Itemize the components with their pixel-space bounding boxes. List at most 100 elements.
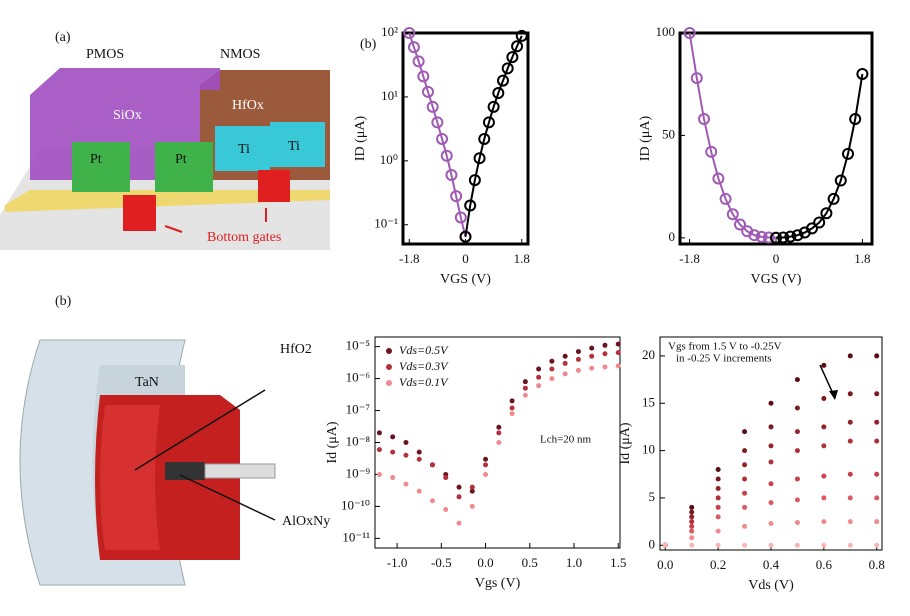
x-tick-label: 0.0 bbox=[657, 557, 673, 572]
data-point bbox=[827, 192, 840, 205]
x-tick-label: -0.5 bbox=[431, 555, 452, 570]
data-point bbox=[742, 523, 748, 529]
data-point bbox=[794, 448, 800, 454]
data-point bbox=[842, 147, 854, 160]
y-tick-label: 15 bbox=[642, 394, 655, 409]
data-point bbox=[768, 459, 774, 465]
data-point bbox=[497, 74, 509, 87]
data-point bbox=[794, 497, 800, 503]
data-point bbox=[777, 231, 790, 244]
data-point bbox=[445, 169, 458, 182]
bottom-gate bbox=[123, 195, 156, 231]
data-point bbox=[742, 448, 748, 454]
data-point bbox=[689, 504, 695, 510]
y-tick-label: 20 bbox=[642, 347, 655, 362]
y-axis-label: ID (μA) bbox=[638, 116, 653, 162]
data-point bbox=[407, 41, 420, 54]
data-point bbox=[742, 542, 748, 548]
y-tick-label: 10 bbox=[642, 442, 655, 457]
data-point bbox=[874, 519, 880, 525]
data-point bbox=[856, 67, 869, 80]
pointer bbox=[179, 474, 276, 521]
x-axis-label: VGS (V) bbox=[751, 272, 802, 287]
data-point bbox=[715, 467, 721, 473]
data-point bbox=[770, 231, 782, 244]
data-point bbox=[589, 345, 595, 351]
data-point bbox=[429, 498, 435, 504]
data-point bbox=[748, 229, 761, 242]
data-point bbox=[689, 514, 695, 520]
data-point bbox=[403, 481, 409, 487]
y-tick-label: 10⁻¹¹ bbox=[342, 529, 370, 544]
panel-label: (b) bbox=[55, 294, 72, 309]
y-tick-label: 10¹ bbox=[381, 88, 398, 103]
series-line bbox=[775, 73, 864, 239]
data-point bbox=[522, 379, 528, 385]
data-point bbox=[794, 377, 800, 383]
data-point bbox=[794, 476, 800, 482]
data-point bbox=[715, 528, 721, 534]
x-tick-label: 0.6 bbox=[816, 557, 833, 572]
data-point bbox=[615, 363, 621, 369]
contact bbox=[155, 142, 213, 192]
data-point bbox=[689, 528, 695, 534]
data-point bbox=[459, 230, 472, 243]
x-tick-label: 0.8 bbox=[869, 557, 885, 572]
data-point bbox=[768, 400, 774, 406]
data-point bbox=[768, 542, 774, 548]
channel bbox=[204, 463, 276, 479]
data-point bbox=[847, 438, 853, 444]
data-point bbox=[422, 85, 434, 98]
data-point bbox=[742, 476, 748, 482]
data-point bbox=[417, 70, 430, 83]
y-axis-label: Id (μA) bbox=[325, 421, 340, 463]
y-tick-label: 50 bbox=[662, 126, 675, 141]
data-point bbox=[874, 471, 880, 477]
data-point bbox=[726, 208, 739, 221]
data-point bbox=[429, 462, 435, 468]
data-point bbox=[473, 152, 486, 165]
data-point bbox=[469, 484, 475, 490]
data-point bbox=[806, 222, 818, 235]
x-tick-label: 0.0 bbox=[477, 555, 493, 570]
data-point bbox=[847, 419, 853, 425]
data-point bbox=[450, 190, 463, 203]
y-tick-label: 10⁻⁶ bbox=[346, 370, 370, 385]
annotation: Lch=20 nm bbox=[540, 434, 592, 446]
series-line bbox=[688, 32, 777, 239]
data-point bbox=[715, 542, 721, 548]
contact-label: Pt bbox=[175, 152, 187, 167]
data-point bbox=[454, 211, 467, 224]
x-tick-label: 1.5 bbox=[610, 555, 626, 570]
data-point bbox=[536, 366, 542, 372]
contact bbox=[270, 122, 325, 167]
x-tick-label: 1.8 bbox=[514, 251, 530, 266]
data-point bbox=[522, 392, 528, 398]
data-point bbox=[589, 353, 595, 359]
data-point bbox=[768, 424, 774, 430]
data-point bbox=[683, 27, 696, 39]
x-tick-label: 0 bbox=[462, 251, 469, 266]
data-point bbox=[403, 452, 409, 458]
contact bbox=[72, 142, 130, 192]
data-point bbox=[715, 476, 721, 482]
pointer bbox=[134, 389, 266, 471]
data-point bbox=[509, 411, 515, 417]
data-point bbox=[874, 438, 880, 444]
y-tick-label: 0 bbox=[669, 229, 676, 244]
data-point bbox=[784, 230, 797, 243]
x-tick-label: 1.8 bbox=[854, 251, 870, 266]
data-point bbox=[602, 342, 608, 348]
data-point bbox=[426, 100, 439, 113]
data-point bbox=[715, 514, 721, 520]
data-point bbox=[478, 132, 491, 145]
x-tick-label: 0 bbox=[773, 251, 780, 266]
x-tick-label: -1.8 bbox=[399, 251, 420, 266]
data-point bbox=[689, 523, 695, 529]
label: Bottom gates bbox=[207, 230, 281, 245]
data-point bbox=[820, 207, 833, 220]
data-point bbox=[791, 229, 804, 242]
legend-marker bbox=[386, 348, 392, 354]
data-point bbox=[847, 471, 853, 477]
label: HfO2 bbox=[280, 342, 312, 357]
